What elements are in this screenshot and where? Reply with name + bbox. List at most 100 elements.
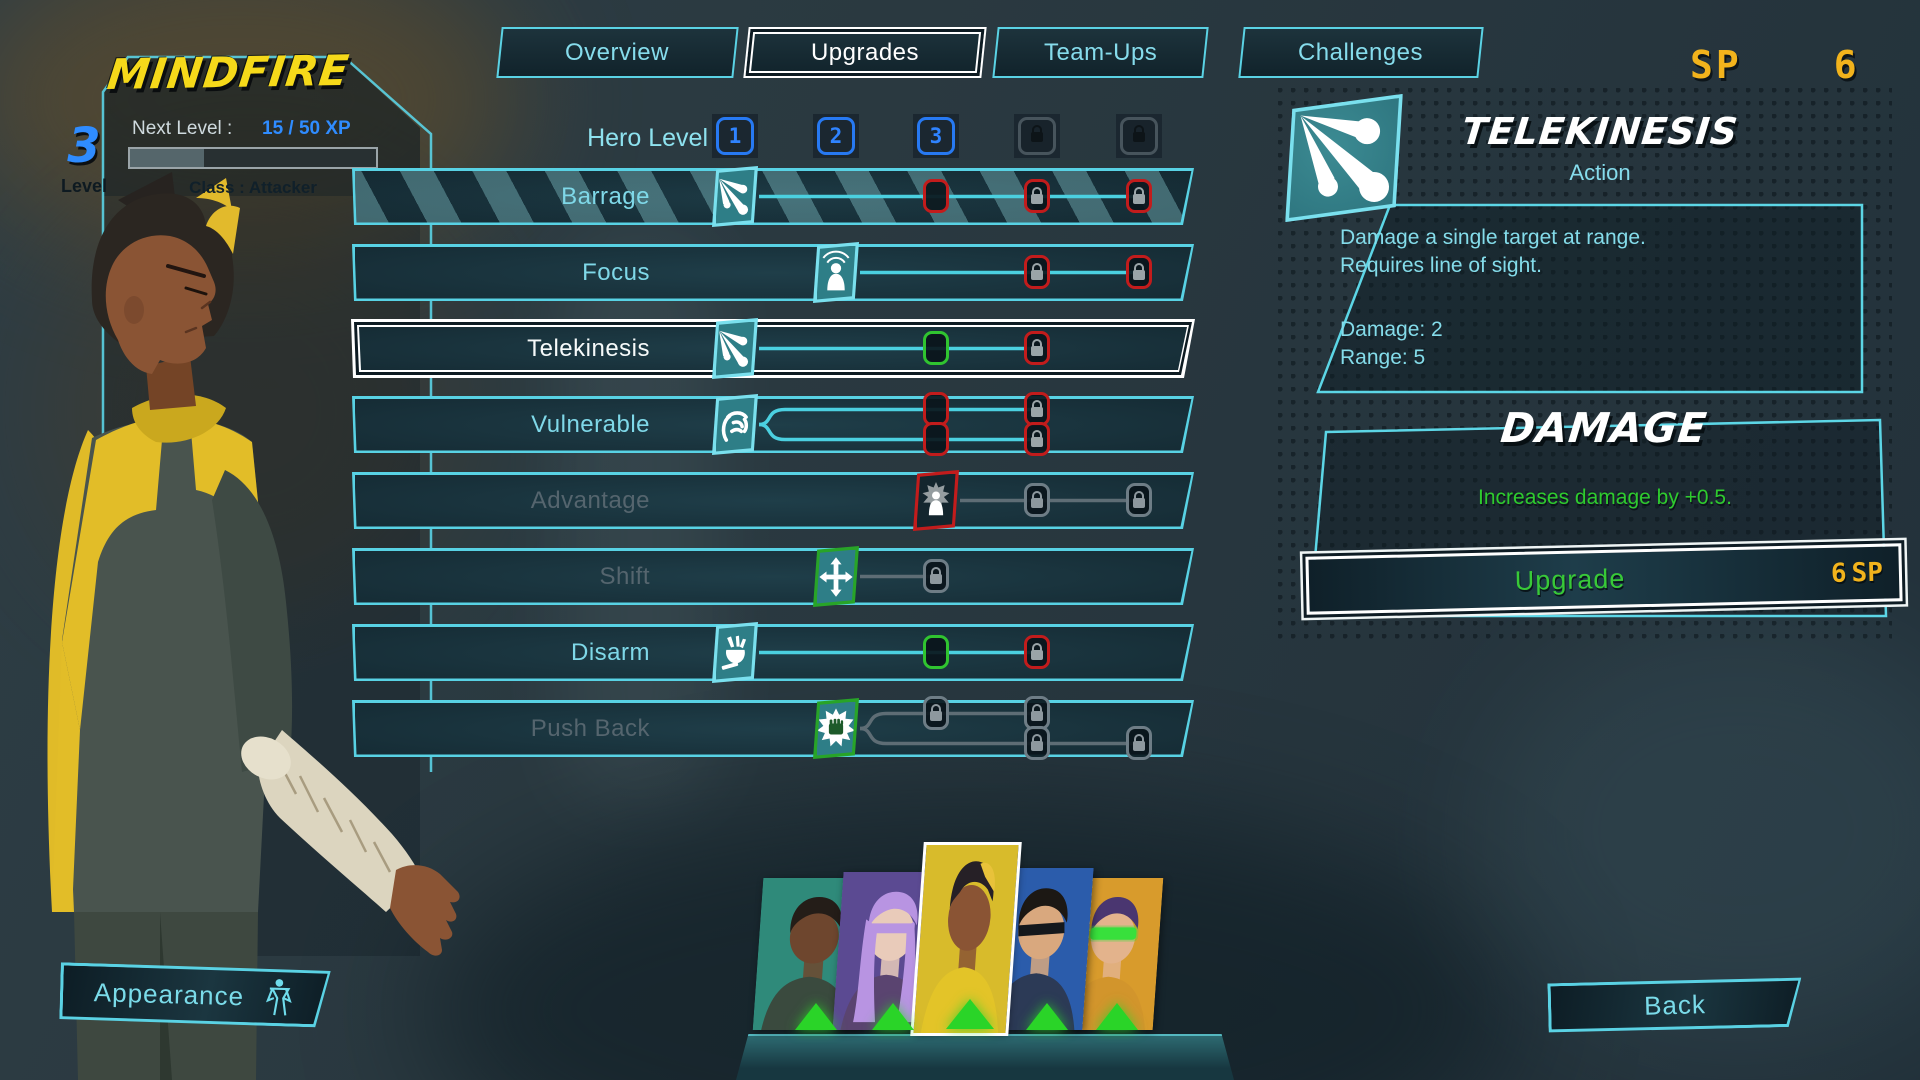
appearance-button[interactable]: Appearance	[59, 962, 331, 1028]
ability-row-disarm[interactable]: Disarm	[352, 622, 1194, 683]
upgrade-slot-lock-red[interactable]	[1024, 392, 1050, 426]
lock-icon	[1120, 117, 1158, 155]
level-up-indicator	[795, 1000, 837, 1030]
upgrade-slot-lock-red[interactable]	[1024, 635, 1050, 669]
ability-row-advantage[interactable]: Advantage	[352, 470, 1194, 531]
ability-description: Damage a single target at range. Requires…	[1340, 224, 1646, 280]
tab-label: Overview	[565, 38, 670, 66]
upgrade-slot-lock-gray[interactable]	[1024, 696, 1050, 730]
lock-icon	[1031, 734, 1043, 751]
ability-name: Focus	[582, 259, 650, 286]
upgrade-slot-lock-red[interactable]	[1024, 255, 1050, 289]
ability-upgrade-list: Barrage Focus Telekinesis Vulnerable Advanta…	[352, 166, 1194, 778]
xp-progress-bar	[128, 147, 378, 169]
lock-icon	[1031, 430, 1043, 447]
lock-icon	[1031, 704, 1043, 721]
upgrade-button-label: Upgrade	[1514, 563, 1626, 596]
ability-name: Barrage	[561, 183, 650, 210]
level-number: 3	[917, 117, 955, 155]
disarm-icon	[712, 622, 758, 683]
tab-overview[interactable]: Overview	[496, 27, 739, 78]
back-button-label: Back	[1643, 988, 1707, 1021]
lock-icon	[1031, 339, 1043, 356]
ability-stats: Damage: 2 Range: 5	[1340, 316, 1443, 372]
upgrade-slot-lock-gray[interactable]	[1126, 483, 1152, 517]
upgrade-track	[860, 270, 1139, 275]
upgrade-name-title: DAMAGE	[1498, 404, 1710, 452]
hero-level-marker-1: 1	[712, 114, 758, 158]
hero-level-marker-3: 3	[913, 114, 959, 158]
lock-icon	[1018, 117, 1056, 155]
ability-row-focus[interactable]: Focus	[352, 242, 1194, 303]
claw-icon	[712, 394, 758, 455]
tab-challenges[interactable]: Challenges	[1238, 27, 1484, 78]
description-line: Damage a single target at range.	[1340, 226, 1646, 249]
upgrade-track	[759, 194, 1139, 199]
ability-row-barrage[interactable]: Barrage	[352, 166, 1194, 227]
lock-icon	[1133, 491, 1145, 508]
upgrade-slot-lock-red[interactable]	[1126, 179, 1152, 213]
upgrade-slot-lock-gray[interactable]	[923, 696, 949, 730]
level-number: 1	[716, 117, 754, 155]
upgrade-slot-lock-gray[interactable]	[1024, 483, 1050, 517]
upgrade-slot-lock-red[interactable]	[1024, 179, 1050, 213]
ability-name: Push Back	[530, 715, 650, 742]
level-up-indicator	[1096, 1000, 1138, 1030]
lock-icon	[1031, 187, 1043, 204]
upgrade-slot-open-green[interactable]	[923, 331, 949, 365]
stat-line-range: Range: 5	[1340, 346, 1426, 369]
upgrade-track	[960, 498, 1139, 503]
upgrade-track	[859, 711, 1139, 746]
lock-icon	[1133, 187, 1145, 204]
back-button[interactable]: Back	[1547, 977, 1802, 1034]
upgrade-slot-open-green[interactable]	[923, 635, 949, 669]
upgrade-cost: 6 SP	[1831, 557, 1900, 589]
ability-name: Vulnerable	[531, 411, 650, 438]
upgrade-track	[860, 574, 936, 579]
ability-row-telekinesis[interactable]: Telekinesis	[352, 318, 1194, 379]
hero-figure-icon	[261, 975, 296, 1020]
lock-icon	[1133, 734, 1145, 751]
hero-level-marker-2: 2	[813, 114, 859, 158]
upgrade-slot-open-red[interactable]	[923, 392, 949, 426]
sp-value: 6	[1833, 43, 1857, 87]
lock-icon	[930, 704, 942, 721]
projectiles-icon	[1292, 104, 1396, 211]
upgrade-slot-lock-red[interactable]	[1024, 422, 1050, 456]
upgrade-track	[759, 650, 1037, 655]
level-number: 2	[817, 117, 855, 155]
next-level-label: Next Level :	[132, 118, 233, 139]
ability-row-push-back[interactable]: Push Back	[352, 696, 1194, 760]
upgrade-effect-text: Increases damage by +0.5.	[1478, 486, 1732, 509]
level-up-indicator	[872, 1000, 914, 1030]
lock-icon	[1031, 263, 1043, 280]
tab-upgrades[interactable]: Upgrades	[743, 27, 987, 78]
fist-icon	[813, 698, 859, 759]
upgrade-track	[758, 407, 1037, 442]
upgrade-slot-lock-gray[interactable]	[923, 559, 949, 593]
hero-character-art	[47, 172, 460, 1080]
ability-name: Telekinesis	[527, 335, 650, 362]
lock-icon	[1133, 263, 1145, 280]
upgrade-track	[759, 346, 1037, 351]
xp-progress-fill	[130, 149, 204, 167]
hero-level-marker-locked	[1116, 114, 1162, 158]
upgrade-slot-open-red[interactable]	[923, 179, 949, 213]
hero-level-marker-locked	[1014, 114, 1060, 158]
ability-row-shift[interactable]: Shift	[352, 546, 1194, 607]
projectiles-icon	[712, 318, 758, 379]
ability-name: Shift	[599, 563, 650, 590]
upgrade-slot-lock-gray[interactable]	[1126, 726, 1152, 760]
tab-team-ups[interactable]: Team-Ups	[992, 27, 1209, 78]
upgrade-cost-unit: SP	[1851, 557, 1884, 589]
upgrade-slot-open-red[interactable]	[923, 422, 949, 456]
tab-label: Challenges	[1298, 38, 1424, 66]
projectiles-icon	[712, 166, 758, 227]
hero-level-caption: Level	[60, 176, 108, 196]
upgrade-slot-lock-gray[interactable]	[1024, 726, 1050, 760]
upgrade-slot-lock-red[interactable]	[1024, 331, 1050, 365]
move-icon	[813, 546, 859, 607]
ability-row-vulnerable[interactable]: Vulnerable	[352, 392, 1194, 456]
upgrade-slot-lock-red[interactable]	[1126, 255, 1152, 289]
